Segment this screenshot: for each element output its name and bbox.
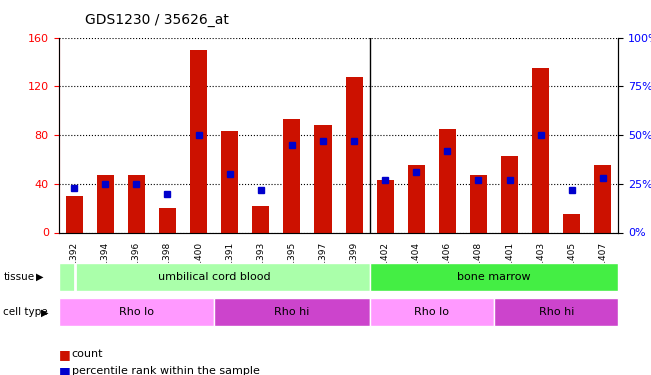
- Bar: [439, 129, 456, 232]
- Text: Rho hi: Rho hi: [538, 307, 574, 317]
- Bar: [346, 76, 363, 232]
- Bar: [377, 180, 394, 232]
- FancyBboxPatch shape: [370, 298, 494, 326]
- Bar: [190, 50, 207, 232]
- Text: ▶: ▶: [36, 272, 44, 282]
- Text: Rho lo: Rho lo: [119, 307, 154, 317]
- Bar: [470, 175, 487, 232]
- Bar: [563, 214, 580, 232]
- Bar: [97, 175, 114, 232]
- Bar: [128, 175, 145, 232]
- Bar: [66, 196, 83, 232]
- FancyBboxPatch shape: [59, 262, 370, 291]
- Text: cell type: cell type: [3, 308, 48, 317]
- Bar: [221, 131, 238, 232]
- Bar: [283, 119, 300, 232]
- Bar: [252, 206, 270, 232]
- Bar: [314, 125, 331, 232]
- Text: umbilical cord blood: umbilical cord blood: [158, 272, 270, 282]
- Text: tissue: tissue: [3, 272, 35, 282]
- FancyBboxPatch shape: [370, 262, 618, 291]
- Text: Rho lo: Rho lo: [414, 307, 449, 317]
- Text: count: count: [72, 350, 103, 359]
- Bar: [501, 156, 518, 232]
- FancyBboxPatch shape: [214, 298, 370, 326]
- Text: ■: ■: [59, 365, 70, 375]
- Text: ■: ■: [59, 348, 70, 361]
- Bar: [159, 208, 176, 232]
- Bar: [594, 165, 611, 232]
- Text: ▶: ▶: [41, 308, 49, 317]
- FancyBboxPatch shape: [59, 298, 214, 326]
- Bar: [408, 165, 425, 232]
- Text: GDS1230 / 35626_at: GDS1230 / 35626_at: [85, 13, 229, 27]
- Text: Rho hi: Rho hi: [274, 307, 310, 317]
- Text: bone marrow: bone marrow: [457, 272, 531, 282]
- FancyBboxPatch shape: [494, 298, 618, 326]
- Text: percentile rank within the sample: percentile rank within the sample: [72, 366, 260, 375]
- Bar: [532, 68, 549, 232]
